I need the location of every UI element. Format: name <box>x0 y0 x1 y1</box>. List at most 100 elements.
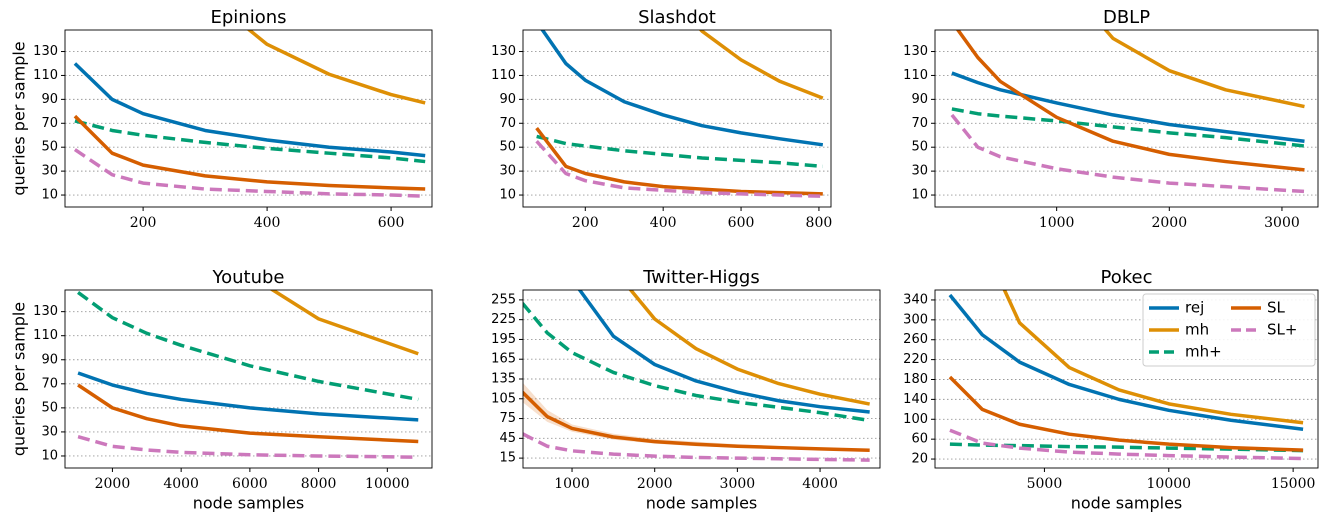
legend-box <box>1142 293 1316 367</box>
y-tick-label: 10 <box>41 448 58 463</box>
y-tick-label: 180 <box>903 372 928 387</box>
y-tick-label: 255 <box>491 292 516 307</box>
y-axis-label: queries per sample <box>10 41 29 195</box>
y-tick-label: 70 <box>41 116 58 131</box>
series-line <box>698 30 824 100</box>
y-tick-label: 10 <box>499 188 516 203</box>
x-tick-label: 600 <box>378 215 405 231</box>
y-tick-label: 60 <box>911 432 928 447</box>
subplot: 10 30 50 70 90 110 130 1000 2000 3000 DBLP <box>903 7 1319 231</box>
y-tick-label: 110 <box>491 68 516 83</box>
y-tick-label: 45 <box>499 431 516 446</box>
series-line <box>77 371 419 422</box>
y-tick-label: 130 <box>491 44 516 59</box>
series-line <box>523 390 870 452</box>
x-tick-label: 6000 <box>232 476 268 492</box>
legend-label: mh+ <box>1185 343 1222 361</box>
y-tick-label: 30 <box>41 424 58 439</box>
x-tick-label: 200 <box>572 215 599 231</box>
subplot: 15 45 75 105 135 165 195 225 255 1000 2000 3000 4000… <box>491 267 881 513</box>
x-tick-label: 10000 <box>1147 476 1192 492</box>
subplot: 10 30 50 70 90 110 130 200 400 600 800 Slashdot <box>491 7 833 231</box>
series-line <box>523 302 870 423</box>
y-tick-label: 90 <box>41 92 58 107</box>
x-axis-label: node samples <box>193 494 305 513</box>
series-line <box>73 148 426 198</box>
y-tick-label: 15 <box>499 451 516 466</box>
x-tick-label: 2000 <box>637 476 673 492</box>
series-line <box>950 113 1305 194</box>
y-tick-label: 110 <box>903 68 928 83</box>
legend-label: rej <box>1185 299 1204 317</box>
y-tick-label: 30 <box>911 164 928 179</box>
series-line <box>951 71 1305 143</box>
series-line <box>269 290 419 356</box>
series-line <box>523 432 870 462</box>
y-tick-label: 165 <box>491 352 516 367</box>
x-tick-label: 10000 <box>365 476 410 492</box>
subplot: 10 30 50 70 90 110 130 2000 4000 6000 8000 10000 You… <box>10 267 433 513</box>
x-tick-label: 1000 <box>554 476 590 492</box>
y-tick-label: 340 <box>903 292 928 307</box>
axes-frame <box>522 29 832 208</box>
y-tick-label: 130 <box>903 44 928 59</box>
subplot-title: Twitter-Higgs <box>642 267 759 288</box>
series-line <box>77 435 419 459</box>
y-tick-label: 130 <box>33 44 58 59</box>
series-line <box>628 290 871 406</box>
x-axis-label: node samples <box>646 494 758 513</box>
x-tick-label: 800 <box>806 215 833 231</box>
legend: rej mh mh+ SL SL+ <box>1142 293 1316 367</box>
y-tick-label: 10 <box>41 188 58 203</box>
subplot-title: Pokec <box>1101 267 1153 288</box>
series-line <box>536 134 823 169</box>
subplot-title: Slashdot <box>638 7 716 28</box>
x-tick-label: 3000 <box>1264 215 1300 231</box>
y-tick-label: 10 <box>911 188 928 203</box>
y-tick-label: 105 <box>491 391 516 406</box>
x-tick-label: 4000 <box>163 476 199 492</box>
x-tick-label: 400 <box>254 215 281 231</box>
series-line <box>1002 290 1304 425</box>
axes-frame <box>934 289 1319 469</box>
y-tick-label: 195 <box>491 332 516 347</box>
y-tick-label: 135 <box>491 372 516 387</box>
series-line <box>73 62 426 158</box>
series-line <box>246 30 426 105</box>
series-line <box>535 127 823 196</box>
y-tick-label: 30 <box>41 164 58 179</box>
x-tick-label: 200 <box>130 215 157 231</box>
series-line <box>948 293 1304 431</box>
x-tick-label: 2000 <box>1151 215 1187 231</box>
axes-frame <box>64 289 433 469</box>
x-tick-label: 400 <box>650 215 677 231</box>
series-line <box>77 290 419 402</box>
x-tick-label: 1000 <box>1039 215 1075 231</box>
y-tick-label: 225 <box>491 312 516 327</box>
y-tick-label: 30 <box>499 164 516 179</box>
y-tick-label: 260 <box>903 332 928 347</box>
y-tick-label: 70 <box>499 116 516 131</box>
plot-area <box>73 30 426 198</box>
subplot-title: DBLP <box>1103 7 1150 28</box>
x-tick-label: 600 <box>728 215 755 231</box>
y-tick-label: 70 <box>41 376 58 391</box>
y-tick-label: 70 <box>911 116 928 131</box>
y-tick-label: 300 <box>903 312 928 327</box>
y-tick-label: 90 <box>499 92 516 107</box>
plot-area <box>523 290 871 462</box>
y-tick-label: 90 <box>911 92 928 107</box>
plot-area <box>948 290 1304 461</box>
legend-label: SL <box>1267 299 1286 317</box>
y-tick-label: 110 <box>33 328 58 343</box>
series-line <box>540 30 824 147</box>
x-axis-label: node samples <box>1071 494 1183 513</box>
y-axis-label: queries per sample <box>10 302 29 456</box>
series-line <box>955 30 1305 172</box>
subplot: 10 30 50 70 90 110 130 200 400 600 Epinions queries… <box>10 7 433 231</box>
y-tick-label: 50 <box>499 140 516 155</box>
x-tick-label: 5000 <box>1027 476 1063 492</box>
confidence-band <box>523 382 870 452</box>
series-line <box>951 107 1305 148</box>
series-line <box>577 290 870 414</box>
